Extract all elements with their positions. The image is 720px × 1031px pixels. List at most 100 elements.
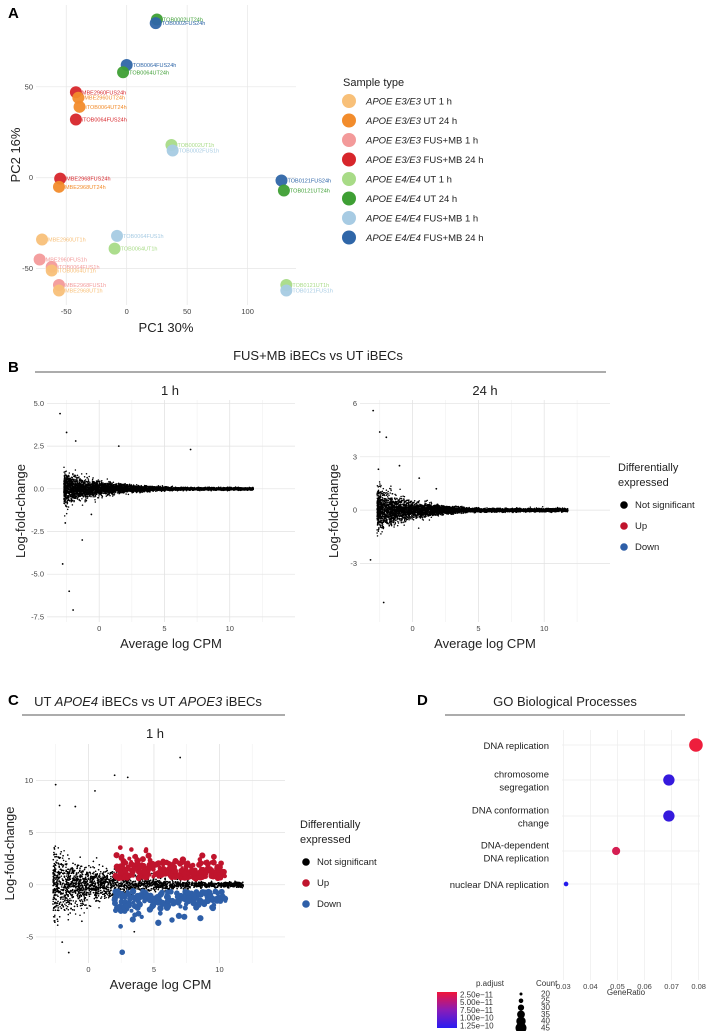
pca-legend-label: APOE E3/E3 UT 1 h bbox=[365, 97, 452, 108]
pca-legend-genotype: APOE E4/E4 bbox=[365, 214, 421, 225]
pca-point-label: MBE2968FUS1h bbox=[65, 283, 106, 289]
pca-point-label: TOB0002FUS24h bbox=[162, 21, 206, 27]
ma-point bbox=[63, 466, 65, 469]
ma-point bbox=[85, 473, 88, 475]
ma-point bbox=[101, 496, 103, 499]
panel-label-b: B bbox=[8, 359, 19, 376]
ma-point bbox=[147, 491, 149, 493]
pca-legend-condition: FUS+MB 1 h bbox=[421, 136, 478, 147]
ma-point bbox=[64, 473, 66, 475]
ma-point bbox=[119, 489, 121, 491]
ma-point bbox=[66, 484, 69, 486]
ma-point bbox=[66, 474, 68, 477]
ma-point bbox=[74, 469, 77, 471]
pca-ylabel: PC2 16% bbox=[8, 127, 23, 182]
ma-point bbox=[109, 481, 112, 484]
pca-legend-label: APOE E4/E4 FUS+MB 24 h bbox=[365, 233, 484, 244]
pca-point-label: MBE2968FUS24h bbox=[66, 177, 110, 183]
pca-point bbox=[277, 184, 290, 197]
pca-point-label: iTOB0064UT24h bbox=[86, 105, 127, 111]
ma-point bbox=[80, 488, 83, 491]
ma-point bbox=[76, 476, 79, 479]
pca-point-label: MBE2968UT24h bbox=[65, 185, 106, 191]
ma-point bbox=[72, 491, 74, 494]
ma-point bbox=[79, 495, 82, 497]
ma-point bbox=[77, 495, 80, 498]
pca-point bbox=[275, 174, 288, 187]
pca-legend-condition: UT 24 h bbox=[421, 116, 457, 127]
ma-point bbox=[96, 480, 99, 482]
ma-point bbox=[112, 481, 115, 483]
ma-point bbox=[78, 481, 81, 484]
ma-point bbox=[92, 477, 94, 479]
ma-point bbox=[80, 481, 83, 483]
ma-point bbox=[84, 479, 87, 481]
ma-point bbox=[83, 486, 86, 489]
ma-point bbox=[74, 485, 77, 488]
pca-xlabel: PC1 30% bbox=[139, 320, 194, 335]
ma-point bbox=[83, 475, 86, 478]
pca-legend-swatch bbox=[342, 211, 356, 225]
pca-plot-area bbox=[36, 5, 296, 305]
ma-xtick: 10 bbox=[226, 624, 234, 633]
ma-point bbox=[229, 486, 231, 488]
ma-point bbox=[245, 487, 247, 490]
pca-legend-swatch bbox=[342, 152, 356, 167]
ma-point bbox=[98, 489, 101, 491]
ma-point bbox=[89, 484, 91, 487]
ma-point bbox=[71, 504, 74, 506]
pca-point bbox=[52, 180, 65, 193]
ma-plot-area bbox=[47, 400, 295, 622]
ma-point bbox=[111, 483, 113, 485]
pca-xtick: 50 bbox=[183, 307, 191, 316]
ma-point bbox=[63, 515, 66, 517]
ma-point bbox=[66, 502, 69, 504]
ma-point bbox=[133, 489, 135, 492]
ma-point bbox=[73, 499, 75, 502]
ma-point bbox=[108, 492, 110, 495]
ma-point bbox=[92, 480, 95, 483]
ma-point bbox=[64, 498, 67, 501]
pca-legend-genotype: APOE E4/E4 bbox=[365, 233, 421, 244]
ma-point bbox=[106, 478, 109, 480]
pca-point-label: TOB0002FUS1h bbox=[179, 148, 220, 154]
pca-point-label: TOB0002UT1h bbox=[177, 143, 214, 149]
ma-point bbox=[64, 501, 67, 504]
ma-point bbox=[82, 484, 85, 486]
ma-point bbox=[85, 483, 88, 486]
pca-point-label: TOB0064FUS1h bbox=[123, 234, 164, 240]
pca-points: TOB0002UT24hTOB0002FUS24hTOB0064FUS24hTO… bbox=[33, 13, 333, 297]
pca-legend-swatch bbox=[342, 94, 356, 108]
ma-point bbox=[80, 479, 82, 482]
ma-point bbox=[86, 476, 88, 479]
ma-1h-title: 1 h bbox=[161, 383, 179, 398]
pca-xtick: -50 bbox=[61, 307, 72, 316]
pca-point-label: MBE2968UT1h bbox=[65, 288, 103, 294]
ma-point bbox=[65, 512, 68, 515]
ma-point bbox=[69, 485, 71, 487]
ma-point bbox=[79, 478, 81, 481]
ma-point bbox=[94, 499, 96, 501]
pca-point bbox=[73, 100, 86, 113]
ma-point bbox=[96, 482, 99, 485]
ma-point bbox=[63, 483, 66, 486]
ma-point bbox=[101, 479, 103, 482]
ma-point bbox=[85, 499, 88, 502]
ma-point bbox=[91, 478, 94, 481]
pca-legend-label: APOE E4/E4 UT 24 h bbox=[365, 194, 457, 205]
ma-point bbox=[92, 495, 94, 498]
ma-point bbox=[114, 483, 116, 486]
ma-point bbox=[120, 484, 123, 486]
ma-point bbox=[63, 482, 65, 484]
ma-point bbox=[76, 492, 78, 495]
ma-point bbox=[132, 484, 135, 486]
ma-point bbox=[64, 470, 66, 473]
pca-legend-condition: UT 1 h bbox=[421, 97, 452, 108]
ma-point bbox=[75, 476, 77, 479]
ma-point bbox=[63, 486, 65, 488]
ma-ytick: -5.0 bbox=[31, 570, 44, 579]
pca-point-label: MBE2960FUS24h bbox=[82, 90, 126, 96]
ma-point bbox=[64, 478, 66, 480]
